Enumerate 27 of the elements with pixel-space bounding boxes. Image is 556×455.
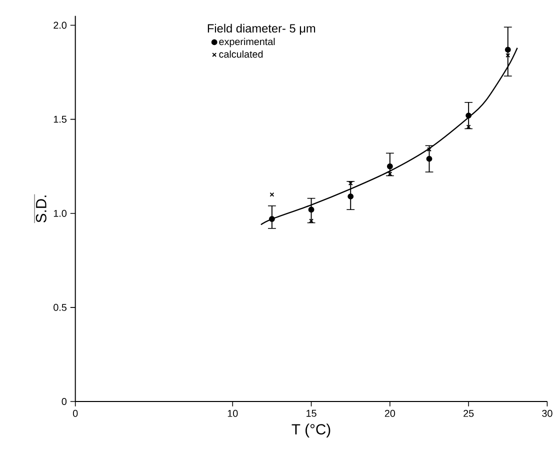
- legend-title: Field diameter- 5 μm: [208, 24, 316, 35]
- x-axis-title: T (°C): [292, 424, 330, 438]
- legend-label: experimental: [219, 38, 275, 48]
- y-axis-title: S.D.: [36, 196, 46, 222]
- y-tick-label: 0: [62, 398, 67, 405]
- point: [427, 147, 432, 152]
- x-tick-label: 0: [72, 410, 78, 417]
- x-tick-label: 15: [306, 410, 316, 417]
- point: [348, 181, 353, 186]
- point: [466, 112, 472, 119]
- y-tick-label: 0.5: [54, 304, 67, 311]
- point: [386, 163, 393, 170]
- x-tick-label: 20: [384, 410, 396, 417]
- x-tick-label: 25: [464, 410, 474, 417]
- point: [308, 206, 314, 213]
- point: [268, 216, 275, 222]
- y-tick-label: 1.5: [54, 116, 67, 123]
- x-tick-label: 30: [542, 410, 552, 417]
- point: [506, 53, 510, 58]
- y-tick-label: 1.0: [54, 210, 67, 217]
- x-tick-label: 10: [228, 410, 238, 417]
- point: [348, 193, 354, 200]
- y-tick-label: 2.0: [54, 22, 67, 29]
- point: [504, 46, 511, 53]
- legend-label: calculated: [219, 50, 263, 58]
- point: [426, 156, 432, 162]
- point: [270, 192, 274, 197]
